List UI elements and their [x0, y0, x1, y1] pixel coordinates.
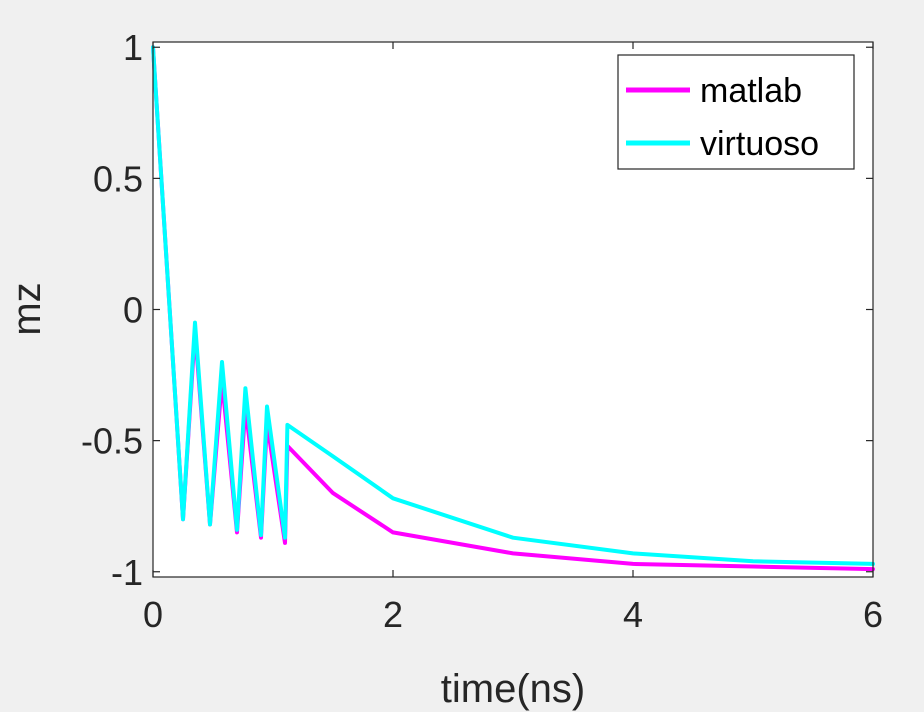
series-line-virtuoso [151, 45, 875, 566]
x-tick-label: 4 [623, 594, 643, 635]
x-tick-label: 2 [383, 594, 403, 635]
x-tick-label: 0 [143, 594, 163, 635]
plot-frame [152, 41, 874, 578]
legend-label-virtuoso: virtuoso [700, 125, 819, 163]
x-tick-label: 6 [863, 594, 883, 635]
y-tick-label: 0.5 [93, 158, 143, 199]
y-tick-label: -0.5 [81, 421, 143, 462]
y-tick-label: -1 [111, 552, 143, 593]
legend: matlab virtuoso [617, 54, 855, 170]
series-layer [151, 45, 875, 572]
x-axis-title: time(ns) [441, 667, 585, 711]
legend-label-matlab: matlab [700, 72, 802, 110]
y-tick-label: 0 [123, 290, 143, 331]
y-tick-label: 1 [123, 27, 143, 68]
tick-layer: 0 2 4 6 -1 -0.5 0 0.5 1 [81, 27, 883, 635]
legend-box [617, 54, 855, 170]
y-axis-title: mz [5, 282, 49, 335]
